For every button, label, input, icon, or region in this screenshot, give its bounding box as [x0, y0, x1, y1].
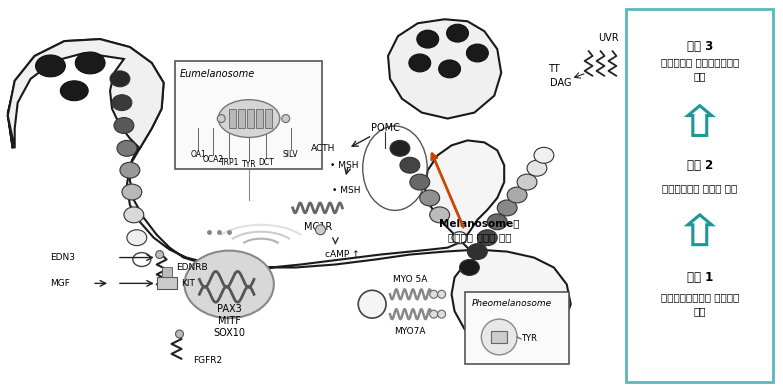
Text: ACTH: ACTH	[311, 144, 335, 153]
Bar	[161, 268, 171, 277]
Circle shape	[282, 115, 290, 122]
Ellipse shape	[409, 54, 431, 72]
Ellipse shape	[120, 162, 140, 178]
Ellipse shape	[185, 251, 274, 318]
Circle shape	[175, 330, 183, 338]
Text: • MSH: • MSH	[333, 186, 361, 195]
Text: MYO7A: MYO7A	[394, 327, 426, 336]
Ellipse shape	[527, 160, 547, 176]
Ellipse shape	[114, 117, 134, 133]
Text: POMC: POMC	[370, 124, 399, 133]
Text: 단계 2: 단계 2	[687, 159, 713, 172]
Ellipse shape	[534, 147, 554, 163]
Ellipse shape	[517, 174, 537, 190]
Ellipse shape	[460, 259, 479, 275]
Text: Pheomelanosome: Pheomelanosome	[471, 299, 551, 308]
Text: OA1: OA1	[190, 150, 206, 160]
Text: MGF: MGF	[50, 279, 70, 288]
Ellipse shape	[438, 60, 460, 78]
Text: SILV: SILV	[283, 150, 298, 160]
Circle shape	[359, 290, 386, 318]
Text: OCA2: OCA2	[203, 155, 224, 164]
Text: TT: TT	[548, 64, 560, 74]
Ellipse shape	[410, 174, 430, 190]
FancyArrow shape	[688, 106, 712, 135]
Text: MC1R: MC1R	[305, 222, 333, 232]
Text: Eumelanosome: Eumelanosome	[179, 69, 254, 79]
Text: EDNRB: EDNRB	[176, 263, 208, 272]
FancyBboxPatch shape	[465, 292, 568, 364]
Ellipse shape	[75, 52, 105, 74]
Circle shape	[156, 251, 164, 259]
Text: TYR: TYR	[242, 160, 256, 169]
Ellipse shape	[124, 207, 144, 223]
Text: SOX10: SOX10	[213, 328, 245, 338]
Ellipse shape	[507, 187, 527, 203]
Text: MYO 5A: MYO 5A	[393, 275, 427, 284]
Text: DAG: DAG	[550, 78, 572, 88]
Ellipse shape	[467, 244, 487, 259]
Text: 멜라노좀에서 멜라닌 합성: 멜라노좀에서 멜라닌 합성	[662, 183, 738, 193]
Text: FGFR2: FGFR2	[193, 356, 222, 365]
Text: DCT: DCT	[258, 158, 274, 167]
Ellipse shape	[110, 71, 130, 87]
Ellipse shape	[497, 200, 517, 216]
Bar	[238, 109, 245, 128]
Ellipse shape	[35, 55, 65, 77]
Ellipse shape	[60, 81, 88, 101]
Circle shape	[316, 225, 326, 235]
Ellipse shape	[122, 184, 142, 200]
Bar	[247, 109, 254, 128]
Text: cAMP ↑: cAMP ↑	[326, 250, 360, 259]
Bar	[491, 331, 507, 343]
Circle shape	[217, 115, 226, 122]
Polygon shape	[8, 39, 164, 148]
Circle shape	[438, 310, 446, 318]
Ellipse shape	[467, 44, 489, 62]
Ellipse shape	[446, 24, 468, 42]
Ellipse shape	[390, 140, 410, 156]
Bar	[256, 109, 263, 128]
Ellipse shape	[400, 157, 420, 173]
Ellipse shape	[420, 190, 440, 206]
Text: Melanosome이
각질형성 세포로 이동: Melanosome이 각질형성 세포로 이동	[439, 218, 520, 242]
Text: PAX3: PAX3	[217, 304, 241, 314]
Polygon shape	[8, 39, 571, 351]
Bar	[229, 109, 236, 128]
Text: • MSH: • MSH	[330, 161, 359, 170]
Text: TRP1: TRP1	[219, 158, 239, 167]
Circle shape	[430, 310, 438, 318]
FancyBboxPatch shape	[626, 9, 774, 382]
Text: EDN3: EDN3	[50, 253, 75, 262]
Circle shape	[438, 290, 446, 298]
Text: UVR: UVR	[598, 33, 619, 43]
Ellipse shape	[487, 214, 507, 230]
Ellipse shape	[478, 230, 497, 246]
Text: MITF: MITF	[218, 316, 240, 326]
Circle shape	[482, 319, 517, 355]
FancyArrow shape	[688, 215, 712, 245]
Text: 티로시나제합성과 멜라노좀
형성: 티로시나제합성과 멜라노좀 형성	[661, 292, 739, 316]
Ellipse shape	[430, 207, 449, 223]
Ellipse shape	[127, 230, 146, 246]
Bar	[265, 109, 272, 128]
Text: 단계 3: 단계 3	[687, 39, 713, 53]
Polygon shape	[388, 19, 501, 119]
Ellipse shape	[218, 100, 280, 137]
Text: 단계 1: 단계 1	[687, 271, 713, 284]
Circle shape	[430, 290, 438, 298]
Text: KIT: KIT	[182, 279, 196, 288]
Ellipse shape	[417, 30, 438, 48]
FancyBboxPatch shape	[175, 61, 323, 169]
Ellipse shape	[117, 140, 137, 156]
Ellipse shape	[112, 95, 132, 111]
Text: TYR: TYR	[521, 335, 537, 344]
Text: 멜라노좀이 각질형성세포로
이동: 멜라노좀이 각질형성세포로 이동	[661, 57, 739, 81]
Ellipse shape	[133, 253, 150, 266]
Ellipse shape	[452, 232, 467, 244]
Bar	[157, 277, 176, 289]
